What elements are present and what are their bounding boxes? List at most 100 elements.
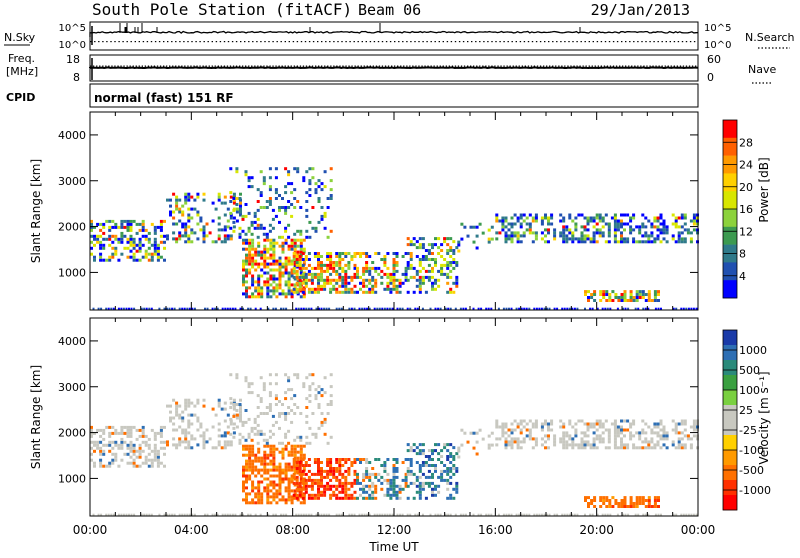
velocity-cell: [344, 478, 348, 482]
velocity-cell: [129, 434, 133, 438]
velocity-cell: [686, 434, 690, 438]
velocity-cell: [129, 449, 133, 453]
velocity-cell: [350, 484, 354, 488]
velocity-cell: [548, 513, 551, 516]
velocity-cell: [424, 455, 428, 458]
power-cell: [147, 231, 151, 235]
velocity-cell: [359, 493, 362, 497]
velocity-cell: [323, 490, 327, 494]
time-xlabel: Time UT: [368, 540, 419, 554]
power-cell: [562, 219, 566, 223]
power-cell: [242, 292, 245, 296]
velocity-cell: [540, 437, 544, 441]
velocity-cell: [587, 502, 590, 505]
power-cell: [168, 307, 171, 310]
power-cell: [278, 208, 281, 212]
velocity-cell: [313, 478, 317, 482]
power-cell: [404, 266, 408, 270]
power-cell: [256, 217, 260, 221]
power-cell: [389, 272, 393, 276]
power-cell: [329, 281, 333, 285]
power-cell: [90, 228, 93, 232]
velocity-cell: [235, 376, 239, 380]
power-cell: [586, 228, 590, 232]
power-cell: [275, 283, 279, 287]
power-cell: [320, 275, 323, 279]
velocity-cell: [163, 513, 166, 516]
nave-dot: [482, 65, 484, 67]
velocity-cell: [275, 492, 279, 496]
power-cell: [510, 240, 514, 244]
power-cell: [262, 176, 266, 180]
velocity-cell: [99, 446, 103, 450]
velocity-cell: [338, 513, 341, 516]
velocity-cell: [296, 406, 300, 409]
velocity-cell: [293, 403, 297, 406]
power-cell: [608, 299, 612, 302]
power-cell: [406, 266, 410, 270]
power-cell: [507, 228, 511, 232]
power-cell: [166, 234, 169, 238]
power-cell: [347, 281, 351, 285]
velocity-cell: [150, 464, 154, 468]
power-cell: [310, 307, 313, 310]
velocity-cell: [302, 382, 306, 386]
velocity-cell: [404, 484, 408, 488]
velocity-cell: [608, 499, 612, 502]
power-cell: [641, 222, 645, 226]
velocity-cell: [301, 487, 305, 491]
power-cell: [401, 281, 405, 285]
velocity-cell: [338, 496, 342, 500]
power-cell: [301, 252, 305, 255]
power-cell: [284, 191, 288, 195]
velocity-cell: [166, 513, 168, 516]
power-cell: [156, 243, 160, 247]
velocity-cell: [596, 513, 599, 516]
velocity-cell: [262, 382, 266, 386]
power-cell: [683, 216, 687, 220]
power-cell: [427, 252, 431, 255]
power-cell: [257, 244, 261, 248]
power-cell: [562, 228, 566, 232]
velocity-cell: [341, 484, 345, 488]
velocity-cell: [292, 461, 296, 464]
velocity-cell: [269, 468, 273, 472]
power-cell: [617, 299, 621, 302]
noise-search-dot: [260, 41, 262, 43]
power-cell: [298, 255, 302, 258]
power-cell: [424, 290, 428, 294]
velocity-cell: [478, 428, 482, 432]
power-cell: [374, 284, 378, 288]
velocity-cell: [395, 461, 399, 464]
power-cell: [392, 266, 396, 270]
nave-dot: [546, 65, 548, 67]
power-cell: [544, 228, 547, 232]
velocity-cell: [380, 481, 384, 485]
power-cell: [365, 278, 369, 282]
velocity-cell: [287, 498, 291, 502]
velocity-cell: [641, 499, 645, 502]
power-cell: [153, 228, 157, 232]
velocity-cell: [406, 513, 409, 516]
velocity-cell: [226, 440, 230, 444]
velocity-cell: [329, 400, 333, 403]
velocity-cell: [437, 443, 441, 447]
velocity-cell: [443, 478, 447, 482]
velocity-cell: [525, 422, 529, 426]
noise-search-dot: [495, 41, 497, 43]
velocity-cell: [126, 452, 130, 456]
power-cell: [659, 216, 663, 220]
velocity-cell: [298, 481, 302, 485]
power-cell: [638, 231, 642, 235]
power-cell: [299, 295, 303, 299]
velocity-cell: [187, 401, 191, 405]
power-cell: [117, 225, 121, 229]
power-cell: [229, 211, 233, 215]
velocity-cell: [395, 490, 399, 494]
power-cell: [108, 219, 112, 223]
power-cell: [187, 213, 191, 217]
velocity-cell: [613, 437, 617, 441]
power-cell: [350, 255, 354, 258]
velocity-cell: [685, 513, 688, 516]
power-cell: [365, 290, 369, 294]
